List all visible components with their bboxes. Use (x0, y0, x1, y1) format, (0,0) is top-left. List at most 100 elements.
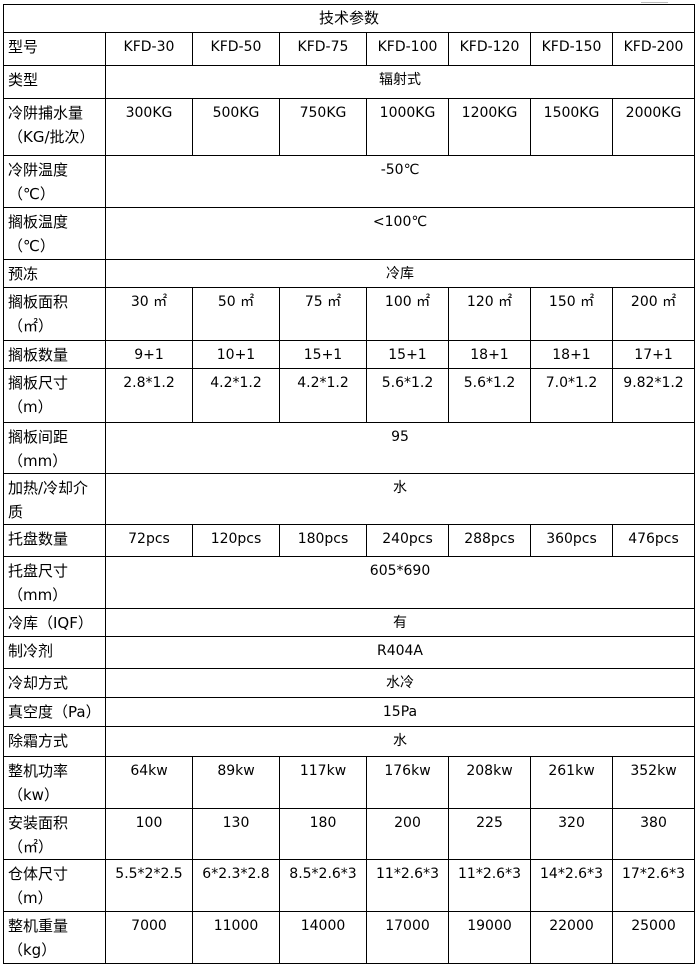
row-label: 类型 (3, 65, 106, 99)
row-value-cell: KFD-120 (448, 32, 531, 66)
row-label: 搁板温度（℃） (3, 207, 106, 260)
table-row: 整机功率（kw） 64kw 89kw 117kw 176kw 208kw 261kw 352k… (3, 756, 696, 809)
table-row: 加热/冷却介质水 (3, 473, 696, 525)
row-label: 搁板间距（mm） (3, 422, 106, 474)
title-row: 技术参数 (2, 4, 696, 33)
row-value-cell: 1500KG (530, 98, 613, 156)
row-label: 冷库（IQF） (3, 608, 106, 637)
row-value-cell: 476pcs (611, 524, 696, 557)
row-value-cell: 11*2.6*3 (448, 859, 531, 912)
row-value-cell: 5.6*1.2 (366, 368, 449, 423)
row-value-merged: 水 (104, 726, 696, 757)
table-row: 类型 辐射式 (3, 65, 696, 99)
table-row: 预冻 冷库 (3, 259, 696, 288)
row-value-cell: 7.0*1.2 (530, 368, 613, 423)
table-row: 冷却方式 水冷 (3, 668, 696, 698)
row-value-cell: 10+1 (192, 340, 280, 369)
row-label: 型号 (3, 32, 106, 66)
row-value-cell: KFD-50 (192, 32, 280, 66)
row-value-cell: 150 ㎡ (530, 287, 613, 341)
row-label: 制冷剂 (3, 636, 106, 669)
row-label: 整机重量（kg） (3, 911, 106, 964)
row-value-merged: R404A (104, 636, 696, 669)
table-row: 除霜方式水 (3, 726, 696, 757)
table-row: 托盘尺寸（mm） 605*690 (3, 556, 696, 609)
row-value-cell: 500KG (192, 98, 280, 156)
row-value-cell: 9+1 (105, 340, 193, 369)
row-label: 安装面积（㎡） (3, 808, 106, 860)
row-value-cell: 1200KG (448, 98, 531, 156)
row-value-cell: 100 (105, 808, 193, 860)
row-value-cell: 11*2.6*3 (366, 859, 449, 912)
row-value-cell: KFD-200 (611, 32, 696, 66)
row-value-merged: 605*690 (104, 556, 696, 609)
row-value-cell: 64kw (105, 756, 193, 809)
corner-line (641, 2, 668, 3)
row-value-cell: 2000KG (611, 98, 696, 156)
row-label: 预冻 (3, 259, 106, 288)
row-value-cell: 120 ㎡ (448, 287, 531, 341)
row-value-cell: 261kw (530, 756, 613, 809)
row-value-cell: 14000 (279, 911, 367, 964)
row-value-cell: 17000 (366, 911, 449, 964)
row-value-cell: 25000 (611, 911, 696, 964)
table-row: 搁板尺寸（m） 2.8*1.2 4.2*1.2 4.2*1.2 5.6*1.2 5.6*1… (3, 368, 696, 423)
row-value-cell: 352kw (611, 756, 696, 809)
row-value-cell: 208kw (448, 756, 531, 809)
table-title: 技术参数 (2, 4, 696, 33)
table-row: 制冷剂 R404A (3, 636, 696, 669)
row-value-cell: KFD-30 (105, 32, 193, 66)
table-row: 搁板数量 9+1 10+1 15+1 15+1 18+1 18+1 17+1 (3, 340, 696, 369)
row-value-cell: 176kw (366, 756, 449, 809)
row-value-cell: 72pcs (105, 524, 193, 557)
row-label: 冷阱温度（℃） (3, 155, 106, 208)
table-row: 整机重量（kg） 7000 11000 14000 17000 19000 22000 250… (3, 911, 696, 964)
row-label: 搁板尺寸（m） (3, 368, 106, 423)
table-row: 真空度（Pa） 15Pa (3, 697, 696, 727)
row-value-cell: KFD-100 (366, 32, 449, 66)
row-value-merged: -50℃ (104, 155, 696, 208)
row-value-cell: 360pcs (530, 524, 613, 557)
row-label: 冷却方式 (3, 668, 106, 698)
row-value-cell: 11000 (192, 911, 280, 964)
row-value-cell: 50 ㎡ (192, 287, 280, 341)
row-value-merged: 水冷 (104, 668, 696, 698)
table-row: 型号 KFD-30 KFD-50 KFD-75 KFD-100 KFD-120 KFD-15… (3, 32, 696, 66)
row-label: 冷阱捕水量（KG/批次） (3, 98, 106, 156)
row-label: 托盘数量 (3, 524, 106, 557)
row-value-cell: 75 ㎡ (279, 287, 367, 341)
row-value-merged: 辐射式 (104, 65, 696, 99)
row-label: 整机功率（kw） (3, 756, 106, 809)
row-value-cell: KFD-150 (530, 32, 613, 66)
row-label: 除霜方式 (3, 726, 106, 757)
row-value-merged: <100℃ (104, 207, 696, 260)
row-value-cell: 17+1 (611, 340, 696, 369)
row-value-cell: 1000KG (366, 98, 449, 156)
row-value-cell: 750KG (279, 98, 367, 156)
row-value-cell: 18+1 (530, 340, 613, 369)
row-value-cell: KFD-75 (279, 32, 367, 66)
row-value-cell: 15+1 (366, 340, 449, 369)
row-value-cell: 130 (192, 808, 280, 860)
row-value-cell: 7000 (105, 911, 193, 964)
table-row: 仓体尺寸（m） 5.5*2*2.5 6*2.3*2.8 8.5*2.6*3 11*2.6… (3, 859, 696, 912)
row-value-cell: 15+1 (279, 340, 367, 369)
table-row: 托盘数量 72pcs 120pcs 180pcs 240pcs 288pcs 360pcs 4… (3, 524, 696, 557)
row-value-cell: 4.2*1.2 (192, 368, 280, 423)
row-value-cell: 17*2.6*3 (611, 859, 696, 912)
row-value-merged: 水 (104, 473, 696, 525)
row-value-cell: 9.82*1.2 (611, 368, 696, 423)
row-value-cell: 18+1 (448, 340, 531, 369)
row-value-cell: 180 (279, 808, 367, 860)
row-value-cell: 89kw (192, 756, 280, 809)
row-value-cell: 4.2*1.2 (279, 368, 367, 423)
row-label: 搁板数量 (3, 340, 106, 369)
row-value-cell: 14*2.6*3 (530, 859, 613, 912)
row-value-cell: 100 ㎡ (366, 287, 449, 341)
row-value-cell: 225 (448, 808, 531, 860)
row-label: 托盘尺寸（mm） (3, 556, 106, 609)
row-label: 仓体尺寸（m） (3, 859, 106, 912)
row-value-cell: 19000 (448, 911, 531, 964)
table-row: 搁板间距（mm） 95 (3, 422, 696, 474)
row-value-cell: 22000 (530, 911, 613, 964)
